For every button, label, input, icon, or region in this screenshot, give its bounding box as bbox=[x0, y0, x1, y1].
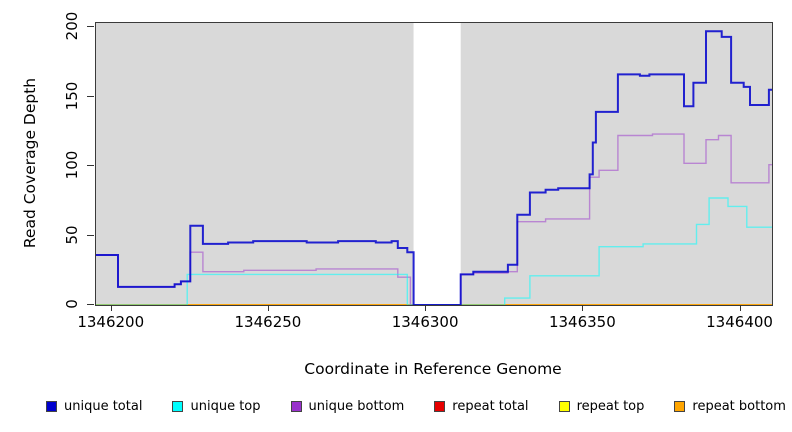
x-tick-label: 1346200 bbox=[77, 313, 145, 331]
y-tick-mark bbox=[87, 26, 94, 28]
y-tick-label: 200 bbox=[63, 11, 81, 41]
plot-area bbox=[95, 22, 773, 306]
legend-label: unique total bbox=[64, 399, 143, 414]
x-tick-mark bbox=[582, 305, 584, 311]
y-tick-label: 50 bbox=[63, 224, 81, 245]
y-tick-mark bbox=[87, 304, 94, 305]
legend-label: unique bottom bbox=[308, 399, 405, 414]
x-tick-label: 1346400 bbox=[706, 313, 773, 331]
x-tick-mark bbox=[425, 305, 427, 311]
x-tick-mark bbox=[110, 305, 112, 311]
coverage-step-chart bbox=[96, 23, 772, 305]
legend-label: repeat top bbox=[576, 399, 645, 414]
legend-item-repeat-total: repeat total bbox=[434, 399, 529, 414]
x-tick-mark bbox=[267, 305, 269, 311]
coverage-gap-band bbox=[413, 23, 461, 305]
y-axis-label: Read Coverage Depth bbox=[21, 77, 39, 249]
x-tick-label: 1346300 bbox=[391, 313, 459, 331]
x-tick-label: 1346250 bbox=[234, 313, 302, 331]
x-tick-label: 1346350 bbox=[548, 313, 616, 331]
legend-label: repeat bottom bbox=[692, 399, 786, 414]
y-tick-mark bbox=[87, 234, 94, 236]
y-tick-label: 150 bbox=[63, 81, 81, 110]
x-axis-label: Coordinate in Reference Genome bbox=[304, 360, 562, 378]
y-tick-mark bbox=[87, 165, 94, 167]
chart-legend: unique total unique top unique bottom re… bbox=[46, 399, 786, 414]
legend-swatch-unique-top bbox=[172, 401, 184, 412]
series-line-unique-top bbox=[96, 197, 772, 305]
x-tick-mark bbox=[739, 305, 741, 311]
legend-swatch-unique-total bbox=[46, 401, 57, 412]
legend-item-repeat-top: repeat top bbox=[558, 399, 645, 414]
y-tick-label: 0 bbox=[63, 299, 81, 309]
legend-label: unique top bbox=[190, 399, 261, 414]
legend-item-repeat-bottom: repeat bottom bbox=[674, 399, 786, 414]
y-tick-mark bbox=[87, 95, 94, 97]
legend-label: repeat total bbox=[452, 399, 529, 414]
legend-swatch-unique-bottom bbox=[290, 401, 302, 412]
y-tick-label: 100 bbox=[63, 150, 81, 180]
legend-item-unique-top: unique top bbox=[172, 399, 261, 414]
legend-swatch-repeat-top bbox=[558, 401, 570, 412]
series-line-unique-total bbox=[96, 30, 772, 305]
legend-swatch-repeat-bottom bbox=[674, 401, 686, 412]
legend-item-unique-total: unique total bbox=[46, 399, 142, 414]
legend-item-unique-bottom: unique bottom bbox=[290, 399, 405, 414]
legend-swatch-repeat-total bbox=[434, 401, 446, 412]
